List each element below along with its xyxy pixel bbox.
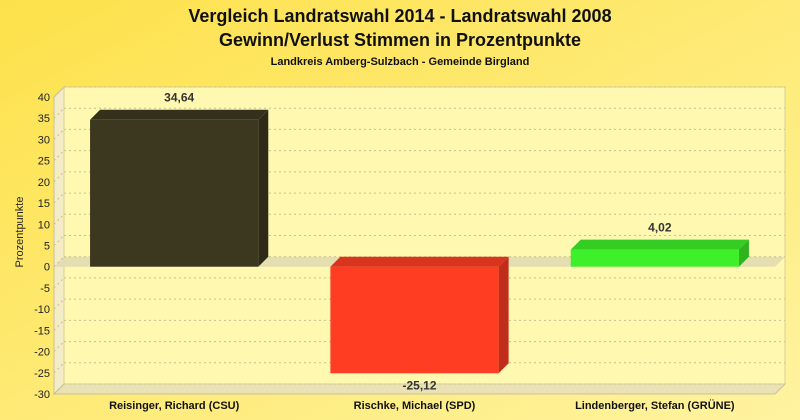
chart-subtitle: Landkreis Amberg-Sulzbach - Gemeinde Bir… (271, 56, 530, 68)
y-tick-label: 20 (38, 177, 50, 189)
bar (570, 249, 739, 267)
grid-line-depth (53, 341, 65, 352)
bar-side (738, 239, 749, 267)
bar-group: 4,02 (570, 221, 749, 267)
data-label: -25,12 (402, 378, 436, 392)
y-tick-label: 0 (44, 262, 50, 274)
x-tick-label: Rischke, Michael (SPD) (354, 400, 476, 412)
grid-line-depth (53, 213, 65, 225)
x-tick-label: Lindenberger, Stefan (GRÜNE) (575, 399, 735, 412)
bar (330, 266, 499, 374)
bar-top (570, 239, 749, 250)
y-tick-label: -15 (34, 325, 50, 337)
y-tick-label: -30 (34, 389, 50, 401)
chart-title: Vergleich Landratswahl 2014 - Landratswa… (188, 6, 611, 26)
grid-line-depth (53, 320, 65, 331)
y-tick-label: -5 (40, 283, 50, 295)
grid-line-depth (53, 107, 65, 119)
grid-line-depth (53, 171, 65, 183)
grid-line-depth (53, 192, 65, 204)
bar (90, 119, 259, 267)
y-tick-label: 5 (44, 241, 50, 253)
x-axis-labels: Reisinger, Richard (CSU) Rischke, Michael… (109, 399, 735, 412)
y-tick-label: 15 (38, 198, 50, 210)
y-axis-label: Prozentpunkte (14, 197, 26, 268)
grid-line-depth (53, 150, 65, 161)
grid-line-depth (53, 362, 65, 374)
bar-top (330, 256, 509, 267)
grid-line-depth (53, 298, 65, 310)
bar-side (258, 109, 269, 267)
bar-group: -25,12 (330, 256, 509, 392)
chart-title-line-2: Gewinn/Verlust Stimmen in Prozentpunkte (219, 30, 581, 50)
bar-group: 34,64 (90, 91, 269, 267)
y-tick-label: -25 (34, 368, 50, 380)
bar-top (90, 109, 269, 120)
grid-line-depth (53, 256, 65, 268)
bar-side (498, 256, 509, 374)
data-label: 4,02 (648, 221, 672, 235)
y-tick-label: 10 (38, 219, 50, 231)
grid-line-depth (53, 383, 65, 395)
y-tick-label: -10 (34, 304, 50, 316)
y-tick-label: 25 (38, 156, 50, 168)
bars: 34,64 -25,12 4,02 (90, 91, 749, 392)
grid-line-depth (53, 277, 65, 289)
y-tick-label: 40 (38, 92, 50, 104)
y-tick-label: 30 (38, 134, 50, 146)
x-tick-label: Reisinger, Richard (CSU) (109, 400, 240, 412)
grid-line-depth (53, 86, 65, 98)
grid-line-depth (53, 129, 65, 140)
y-axis-ticks: -30 -25 -20 -15 -10 -5 0 5 10 15 20 25 30 35 40 (34, 92, 50, 401)
data-label: 34,64 (164, 91, 194, 105)
y-tick-label: 35 (38, 113, 50, 125)
plot-left-wall (53, 85, 65, 396)
grid-line-depth (53, 235, 65, 246)
y-tick-label: -20 (34, 347, 50, 359)
